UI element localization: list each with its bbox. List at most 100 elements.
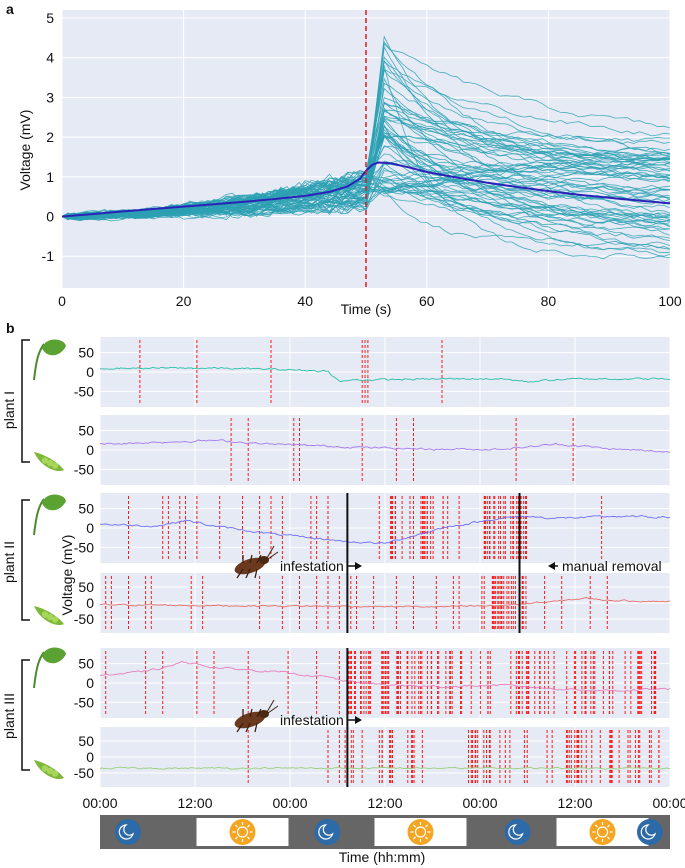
- bug-head: [259, 556, 269, 564]
- y-tick-label: 1: [46, 169, 54, 185]
- panel-b-xlabel: Time (hh:mm): [339, 849, 426, 865]
- bug-leg: [254, 722, 258, 733]
- x-tick-label: 0: [58, 293, 66, 309]
- signal-trace: [99, 661, 671, 692]
- sun-icon: [407, 819, 434, 845]
- plant-2-bracket: plant II: [1, 499, 30, 621]
- infestation-arrowhead-plant-3: [355, 716, 362, 724]
- moon-icon: [314, 819, 341, 845]
- leaf-blade: [42, 339, 66, 356]
- panel-a-chart: 0 20 40 60 80 100 -1 0 1 2 3 4 5 Time (s) Voltage (m…: [17, 10, 682, 317]
- plant-1-label: plant I: [1, 391, 17, 429]
- y-tick-label: 0: [86, 595, 94, 611]
- y-tick-label: 2: [46, 129, 54, 145]
- moon-disc: [314, 819, 341, 845]
- y-tick-label: 0: [86, 364, 94, 380]
- panel-a-letter: a: [6, 1, 14, 17]
- panel-a-ylabel: Voltage (mV): [17, 110, 33, 191]
- plant-labels: plant I plant II plant III: [1, 339, 30, 771]
- pea: [51, 616, 59, 623]
- moon-crescent: [318, 824, 334, 840]
- moon-crescent: [640, 824, 657, 840]
- leaf-icon: [33, 647, 66, 689]
- pea: [41, 457, 49, 464]
- leaf-icon: [33, 494, 66, 536]
- time-tick-label: 00:00: [462, 795, 497, 811]
- y-tick-label: 0: [86, 749, 94, 765]
- leaf-stem: [33, 343, 45, 381]
- infestation-label-plant-2: infestation: [280, 558, 344, 574]
- day-night-bar: [100, 815, 670, 849]
- y-tick-label: 0: [46, 209, 54, 225]
- sun-core: [414, 826, 427, 838]
- y-tick-label: 50: [78, 656, 94, 672]
- pea: [46, 613, 54, 621]
- sun-ray: [607, 824, 610, 828]
- signal-trace: [99, 515, 671, 545]
- time-tick-label: 00:00: [272, 795, 307, 811]
- sun-core: [596, 826, 609, 838]
- bug-leg: [254, 568, 258, 579]
- panel-b-ylabel: Voltage (mV): [59, 535, 75, 616]
- x-tick-label: 100: [658, 293, 682, 309]
- plant-3-label: plant III: [1, 693, 17, 739]
- annotations: infestation manual removal infestation: [280, 558, 662, 728]
- bug-leg: [245, 568, 251, 579]
- y-tick-label: 50: [78, 345, 94, 361]
- y-tick-label: 0: [86, 675, 94, 691]
- bug-leg: [256, 554, 262, 564]
- sun-core: [236, 826, 249, 838]
- y-tick-label: -50: [74, 611, 94, 627]
- y-tick-label: 3: [46, 89, 54, 105]
- signal-trace: [99, 766, 671, 770]
- bug-antenna: [266, 545, 275, 559]
- time-tick-label: 12:00: [177, 795, 212, 811]
- infestation-label-plant-3: infestation: [280, 712, 344, 728]
- leaf-icon: [33, 339, 66, 381]
- leaf-stem: [33, 651, 45, 689]
- signal-trace: [99, 366, 671, 383]
- moon-disc: [504, 819, 531, 845]
- plant-3-bracket: plant III: [1, 659, 30, 771]
- sun-ray: [413, 824, 416, 828]
- x-tick-label: 40: [297, 293, 313, 309]
- y-tick-label: -1: [42, 248, 55, 264]
- mean-line: [62, 161, 670, 218]
- bug-leg: [245, 722, 251, 733]
- y-tick-label: -50: [74, 461, 94, 477]
- trace-panel-6: 500-50: [74, 727, 671, 787]
- x-tick-label: 60: [419, 293, 435, 309]
- signal-trace: [100, 439, 671, 453]
- moon-disc: [115, 819, 141, 845]
- sun-icon: [229, 819, 256, 845]
- y-tick-label: 4: [46, 50, 54, 66]
- leaf-blade: [42, 647, 66, 664]
- sun-ray: [413, 836, 416, 840]
- pea: [51, 770, 59, 777]
- y-tick-label: -50: [74, 765, 94, 781]
- moon-crescent: [118, 824, 135, 840]
- sun-ray: [595, 824, 598, 828]
- bug-leg: [249, 554, 253, 564]
- time-tick-label: 00:00: [82, 795, 117, 811]
- time-tick-label: 12:00: [367, 795, 402, 811]
- bug-head: [259, 710, 269, 718]
- stink-bug-icon: [234, 545, 279, 579]
- pea-pod-icon: [34, 452, 64, 472]
- time-tick-label: 00:00: [652, 795, 685, 811]
- leaf-blade: [42, 494, 66, 511]
- pea: [51, 462, 59, 469]
- pea-pod-icon: [34, 606, 64, 626]
- time-tick-label: 12:00: [557, 795, 592, 811]
- panel-b-letter: b: [6, 320, 15, 336]
- signal-trace: [99, 597, 671, 608]
- bug-antenna: [267, 705, 279, 714]
- removal-arrowhead: [548, 562, 555, 570]
- pea: [46, 459, 54, 467]
- moon-icon: [504, 819, 531, 845]
- stink-bug-icon: [234, 699, 279, 733]
- trace-panel-4: 500-50: [74, 573, 671, 633]
- y-tick-label: 50: [78, 579, 94, 595]
